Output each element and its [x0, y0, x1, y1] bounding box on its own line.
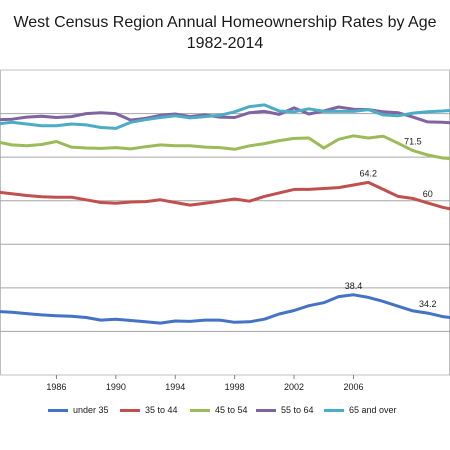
legend-label: 65 and over — [349, 405, 397, 415]
legend-label: 35 to 44 — [145, 405, 178, 415]
legend-item: 35 to 44 — [120, 405, 178, 415]
data-label: 64.2 — [360, 168, 378, 178]
legend-label: 55 to 64 — [281, 405, 314, 415]
legend-item: 65 and over — [324, 405, 397, 415]
legend-swatch — [120, 408, 140, 412]
chart-subtitle: 1982-2014 — [186, 35, 264, 52]
data-label: 71.5 — [404, 137, 422, 147]
legend-item: under 35 — [48, 405, 109, 415]
x-tick-label: 1986 — [46, 382, 66, 392]
series-line-45-to-54 — [0, 134, 450, 161]
x-tick-label: 1994 — [165, 382, 185, 392]
series-line-65-and-over — [0, 103, 450, 130]
legend-label: 45 to 54 — [215, 405, 248, 415]
legend-item: 55 to 64 — [256, 405, 314, 415]
legend-swatch — [48, 408, 68, 412]
data-label: 60 — [423, 189, 433, 199]
legend-label: under 35 — [73, 405, 109, 415]
x-tick-label: 2002 — [284, 382, 304, 392]
chart-title-block: West Census Region Annual Homeownership … — [0, 12, 450, 54]
x-tick-label: 1990 — [106, 382, 126, 392]
data-label: 38.4 — [345, 281, 363, 291]
legend-item: 45 to 54 — [190, 405, 248, 415]
series-line-under-35 — [0, 293, 450, 325]
chart-title: West Census Region Annual Homeownership … — [13, 14, 437, 31]
x-tick-label: 1998 — [225, 382, 245, 392]
series-line-35-to-44 — [0, 180, 450, 211]
chart-legend: under 35 35 to 44 45 to 54 55 to 64 65 and o… — [0, 405, 450, 423]
legend-swatch — [190, 408, 210, 412]
series-line-55-to-64 — [0, 105, 450, 125]
legend-swatch — [324, 408, 344, 412]
data-label: 34.2 — [419, 299, 437, 309]
x-tick-label: 2006 — [343, 382, 363, 392]
legend-swatch — [256, 408, 276, 412]
